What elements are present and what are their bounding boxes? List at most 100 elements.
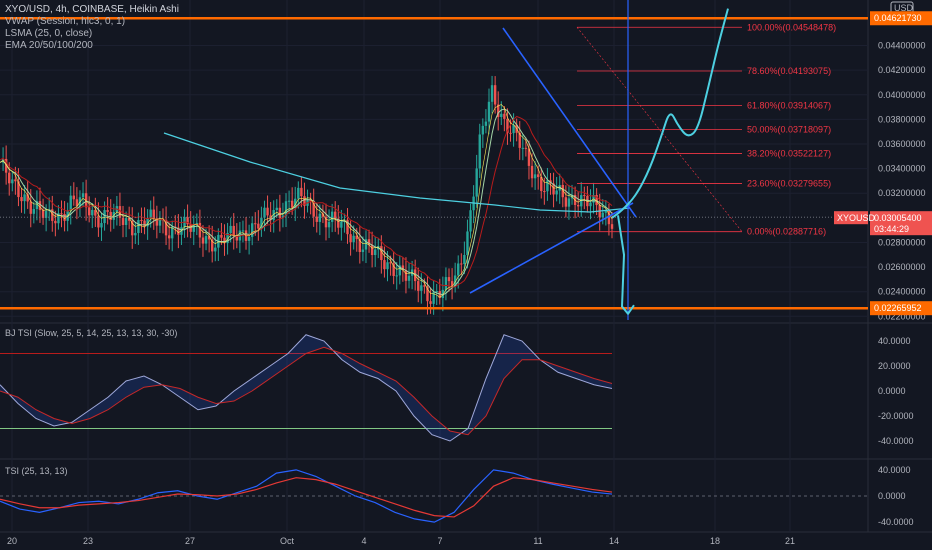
candle-body <box>503 113 506 119</box>
candle-body <box>595 194 598 206</box>
resistance-tag: 0.04621730 <box>874 13 922 23</box>
candle-body <box>201 237 205 244</box>
fibonacci: 100.00%(0.04548478) 78.60%(0.04193075) 61.… <box>577 22 836 237</box>
candle-body <box>137 220 140 234</box>
candle-body <box>392 263 395 277</box>
candle-body <box>51 209 54 221</box>
bj-tsi-tick-label: -20.0000 <box>878 411 914 421</box>
candle-body <box>260 217 263 229</box>
candle-body <box>164 219 168 236</box>
bj-tsi-tick-label: 20.0000 <box>878 361 911 371</box>
candle-body <box>457 263 460 276</box>
candle-body <box>91 210 94 216</box>
candle-body <box>540 177 543 192</box>
candle-body <box>349 234 352 243</box>
legend: XYO/USD, 4h, COINBASE, Heikin Ashi VWAP … <box>5 4 179 52</box>
candle-body <box>586 195 589 207</box>
candle-body <box>211 239 214 252</box>
candle-body <box>97 215 100 228</box>
candle-body <box>186 217 189 225</box>
candle-body <box>312 201 315 217</box>
symbol-tag-bg <box>834 211 868 225</box>
candle-body <box>140 220 143 222</box>
ema-20-line <box>0 108 613 296</box>
candle-body <box>318 213 322 222</box>
candle-body <box>383 260 386 270</box>
candle-body <box>263 207 266 218</box>
candle-body <box>38 201 42 211</box>
candle-body <box>146 218 149 227</box>
candles <box>1 75 614 315</box>
bj-tsi-tick-label: -40.0000 <box>878 436 914 446</box>
fib-level-label: 23.60%(0.03279655) <box>747 178 831 188</box>
price-tick-label: 0.02600000 <box>878 262 926 272</box>
time-tick-label: 11 <box>533 536 542 546</box>
support-tag: 0.02265952 <box>874 303 922 313</box>
candle-body <box>131 220 134 236</box>
candle-body <box>75 199 79 207</box>
candle-body <box>601 212 604 218</box>
bj-tsi-slow-line <box>0 346 613 436</box>
candle-body <box>11 179 14 184</box>
candle-body <box>346 219 349 235</box>
candle-body <box>109 211 112 220</box>
resistance-tag-bg <box>870 11 932 26</box>
tsi-tick-label: 0.0000 <box>878 491 906 501</box>
candle-body <box>530 165 534 179</box>
candle-body <box>229 225 232 233</box>
candle-body <box>223 237 226 244</box>
candle-body <box>57 213 60 224</box>
candle-body <box>340 221 343 228</box>
candle-body <box>536 174 540 178</box>
candle-body <box>220 234 223 238</box>
price-tick-label: 0.03200000 <box>878 188 926 198</box>
legend-vwap: VWAP (Session, hlc3, 0, 1) <box>5 16 126 27</box>
candle-body <box>466 231 469 255</box>
candle-body <box>490 85 494 102</box>
ema-50-line <box>0 115 613 288</box>
candle-body <box>94 210 97 216</box>
candle-body <box>509 132 512 134</box>
candle-body <box>315 216 318 222</box>
time-tick-label: 14 <box>609 536 619 546</box>
price-tick-label: 0.04400000 <box>878 41 926 51</box>
candle-body <box>26 194 29 202</box>
time-tick-label: 21 <box>785 536 795 546</box>
candle-body <box>17 181 20 198</box>
candle-body <box>524 147 528 149</box>
candle-body <box>41 210 45 218</box>
candle-body <box>257 223 260 229</box>
candle-body <box>69 195 72 212</box>
candle-body <box>124 218 128 225</box>
candle-body <box>20 197 23 202</box>
candle-body <box>29 201 32 214</box>
candle-body <box>198 222 202 238</box>
price-tick-label: 0.02400000 <box>878 287 926 297</box>
price-tick-label: 0.02200000 <box>878 311 926 321</box>
legend-title: XYO/USD, 4h, COINBASE, Heikin Ashi <box>5 4 179 15</box>
triangle-lower-line <box>469 202 634 294</box>
candle-body <box>527 148 531 166</box>
candle-body <box>358 239 362 253</box>
candle-body <box>533 174 537 179</box>
candle-body <box>426 286 429 302</box>
candle-body <box>330 211 334 222</box>
candle-body <box>127 218 131 221</box>
candle-body <box>284 201 288 216</box>
time-tick-label: 23 <box>83 536 93 546</box>
candle-body <box>44 210 48 218</box>
currency-label: USD <box>894 3 914 13</box>
candle-body <box>4 158 8 173</box>
candle-body <box>60 213 63 215</box>
candle-body <box>254 223 257 225</box>
candle-body <box>177 227 180 235</box>
candle-body <box>373 249 377 256</box>
price-tick-label: 0.04000000 <box>878 90 926 100</box>
time-tick-label: 18 <box>710 536 720 546</box>
lsma-line <box>0 104 613 298</box>
candle-body <box>561 184 564 198</box>
candle-body <box>54 220 57 224</box>
candle-body <box>226 232 229 244</box>
candle-body <box>152 209 155 219</box>
